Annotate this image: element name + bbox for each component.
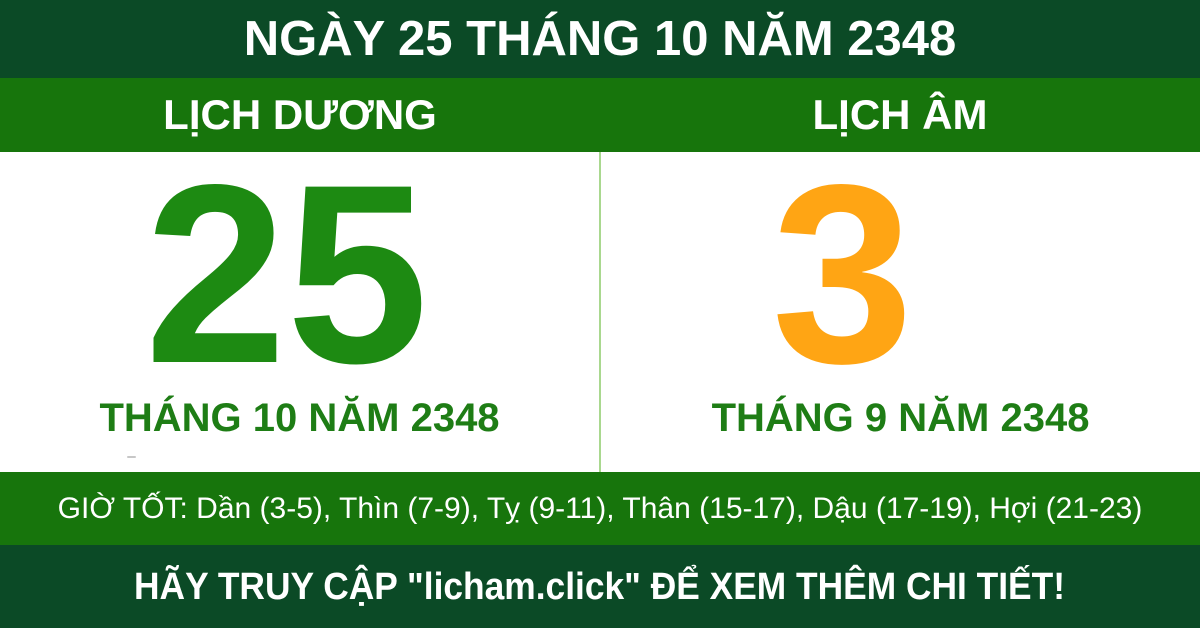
lunar-header-cell: LỊCH ÂM [600, 78, 1200, 152]
vertical-divider [599, 152, 601, 472]
footer-band: HÃY TRUY CẬP "licham.click" ĐỂ XEM THÊM … [0, 545, 1200, 628]
solar-panel: 25 THÁNG 10 NĂM 2348 [0, 147, 599, 472]
solar-month-year: THÁNG 10 NĂM 2348 [99, 396, 500, 440]
lunar-day-number: 3 [771, 132, 914, 417]
lunar-calendar-label: LỊCH ÂM [812, 91, 988, 138]
solar-day-number: 25 [144, 132, 429, 417]
footer-cta-text: HÃY TRUY CẬP "licham.click" ĐỂ XEM THÊM … [134, 565, 1066, 608]
calendar-content: 25 THÁNG 10 NĂM 2348 3 THÁNG 9 NĂM 2348 [0, 147, 1200, 472]
lunar-month-year: THÁNG 9 NĂM 2348 [711, 396, 1090, 440]
good-hours-band: GIỜ TỐT: Dần (3-5), Thìn (7-9), Tỵ (9-11… [0, 472, 1200, 545]
column-header-band: LỊCH DƯƠNG LỊCH ÂM [0, 78, 1200, 152]
solar-calendar-label: LỊCH DƯƠNG [163, 91, 437, 138]
page-title: NGÀY 25 THÁNG 10 NĂM 2348 [243, 11, 957, 66]
solar-header-cell: LỊCH DƯƠNG [0, 78, 600, 152]
header-band: NGÀY 25 THÁNG 10 NĂM 2348 [0, 0, 1200, 78]
small-dash-artifact [127, 456, 136, 458]
lunar-panel: 3 THÁNG 9 NĂM 2348 [601, 147, 1200, 472]
good-hours-text: GIỜ TỐT: Dần (3-5), Thìn (7-9), Tỵ (9-11… [57, 491, 1143, 525]
